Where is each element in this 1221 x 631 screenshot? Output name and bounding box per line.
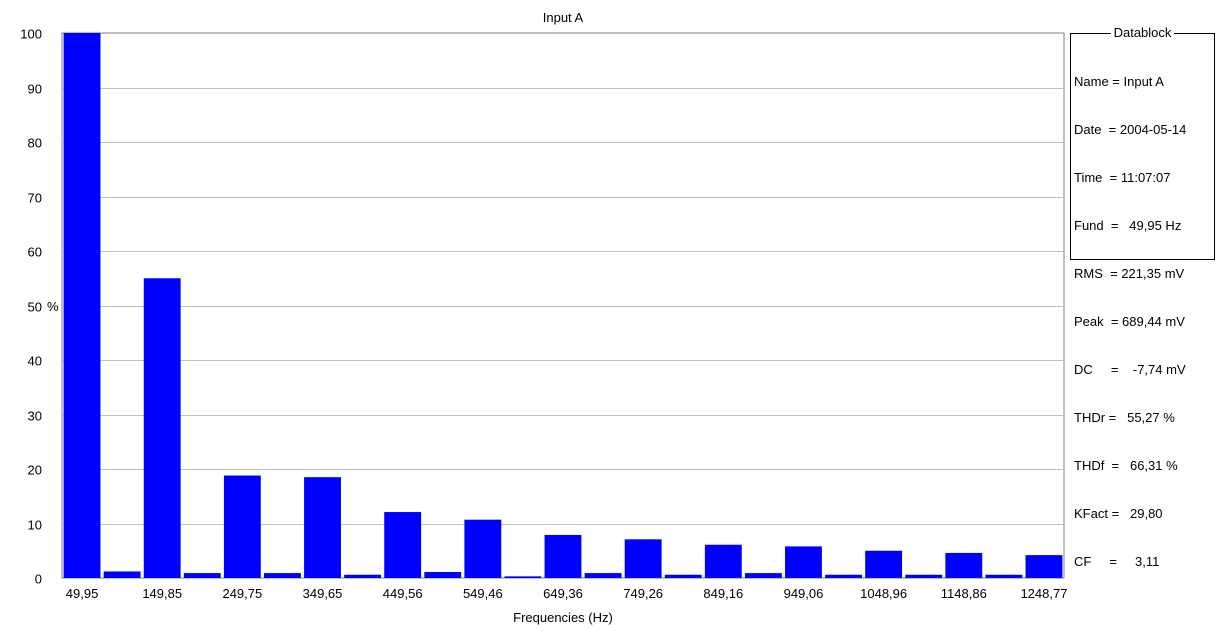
y-tick-label: 20 — [28, 463, 42, 478]
datablock-row-thdr: THDr = 55,27 % — [1074, 410, 1175, 425]
datablock-row-time: Time = 11:07:07 — [1074, 170, 1171, 185]
bar — [744, 573, 782, 578]
bar — [424, 572, 462, 578]
bar — [584, 573, 622, 578]
bar — [865, 550, 903, 578]
bar — [1025, 555, 1063, 578]
y-tick-label: 70 — [28, 191, 42, 206]
y-axis-label: % — [47, 299, 59, 314]
bar — [223, 475, 261, 578]
datablock-row-kfact: KFact = 29,80 — [1074, 506, 1163, 521]
x-tick-label: 149,85 — [142, 586, 182, 601]
bar — [143, 278, 181, 578]
y-tick-label: 90 — [28, 82, 42, 97]
datablock-row-thdf: THDf = 66,31 % — [1074, 458, 1178, 473]
datablock-row-name: Name = Input A — [1074, 74, 1164, 89]
x-tick-label: 249,75 — [222, 586, 262, 601]
x-tick-label: 949,06 — [784, 586, 824, 601]
datablock-title: Datablock — [1110, 25, 1175, 40]
bar — [103, 571, 141, 578]
bar — [384, 512, 422, 578]
y-tick-label: 80 — [28, 136, 42, 151]
bar — [464, 519, 502, 578]
y-tick-label: 100 — [20, 27, 42, 42]
bar — [785, 546, 822, 578]
datablock-row-peak: Peak = 689,44 mV — [1074, 314, 1185, 329]
bar — [183, 573, 221, 578]
bar — [825, 574, 862, 578]
plot-area — [61, 32, 1065, 579]
datablock-row-date: Date = 2004-05-14 — [1074, 122, 1187, 137]
bar — [905, 574, 943, 578]
x-tick-label: 849,16 — [703, 586, 743, 601]
y-tick-label: 30 — [28, 409, 42, 424]
x-tick-label: 549,46 — [463, 586, 503, 601]
y-tick-label: 40 — [28, 354, 42, 369]
datablock-panel: Datablock Name = Input A Date = 2004-05-… — [1070, 25, 1215, 569]
bar — [504, 576, 542, 578]
bar — [704, 544, 742, 578]
x-tick-label: 649,36 — [543, 586, 583, 601]
bar — [544, 534, 582, 578]
chart-title: Input A — [543, 10, 584, 25]
bar — [304, 477, 341, 578]
bar — [624, 539, 662, 578]
x-tick-label: 1248,77 — [1020, 586, 1067, 601]
datablock-row-fund: Fund = 49,95 Hz — [1074, 218, 1182, 233]
bar — [264, 573, 301, 578]
x-axis-label: Frequencies (Hz) — [513, 610, 613, 625]
bar — [63, 33, 101, 578]
x-tick-label: 1048,96 — [860, 586, 907, 601]
x-tick-label: 449,56 — [383, 586, 423, 601]
axis-layer: 0 10 20 30 40 50 60 70 80 90 100 49,95 149,85 249,75 3… — [20, 27, 1067, 602]
datablock-row-cf: CF = 3,11 — [1074, 554, 1160, 569]
y-tick-label: 50 — [28, 300, 42, 315]
bar — [945, 552, 983, 578]
y-tick-label: 10 — [28, 518, 42, 533]
datablock-row-rms: RMS = 221,35 mV — [1074, 266, 1185, 281]
x-tick-label: 349,65 — [303, 586, 343, 601]
bar — [664, 574, 702, 578]
datablock-rows: Name = Input A Date = 2004-05-14 Time = … — [1074, 42, 1212, 602]
x-tick-label: 749,26 — [623, 586, 663, 601]
bar-layer — [63, 33, 1063, 578]
bar — [344, 574, 382, 578]
datablock-row-dc: DC = -7,74 mV — [1074, 362, 1186, 377]
y-tick-label: 0 — [35, 572, 42, 587]
bar — [985, 574, 1023, 578]
grid-layer — [61, 32, 1065, 579]
x-tick-label: 1148,86 — [941, 586, 987, 601]
y-tick-label: 60 — [28, 245, 42, 260]
x-tick-label: 49,95 — [66, 586, 99, 601]
